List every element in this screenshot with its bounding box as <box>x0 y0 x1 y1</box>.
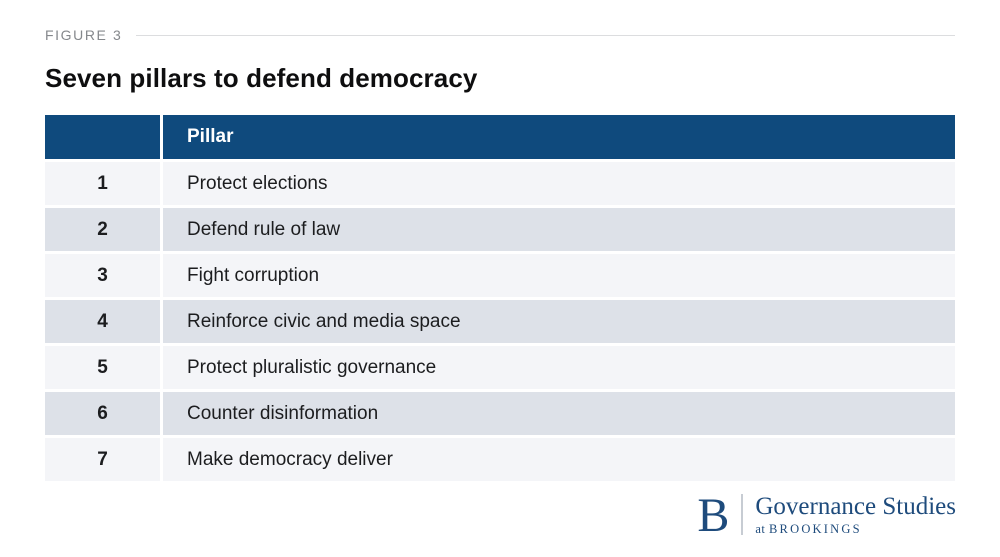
row-pillar: Fight corruption <box>163 254 955 297</box>
row-pillar: Protect pluralistic governance <box>163 346 955 389</box>
table-row: 2 Defend rule of law <box>45 208 955 251</box>
table-header-row: Pillar <box>45 115 955 159</box>
table-row: 4 Reinforce civic and media space <box>45 300 955 343</box>
row-pillar: Reinforce civic and media space <box>163 300 955 343</box>
logo-divider <box>741 494 744 535</box>
row-number: 2 <box>45 208 160 251</box>
row-number: 1 <box>45 162 160 205</box>
table-row: 5 Protect pluralistic governance <box>45 346 955 389</box>
logo-org-subtitle: at BROOKINGS <box>755 522 956 537</box>
figure-header: FIGURE 3 <box>45 27 955 43</box>
table-header-pillar-cell: Pillar <box>163 115 955 159</box>
table-header-number-cell <box>45 115 160 159</box>
row-number: 4 <box>45 300 160 343</box>
row-number: 3 <box>45 254 160 297</box>
row-number: 6 <box>45 392 160 435</box>
page-title: Seven pillars to defend democracy <box>45 63 478 93</box>
row-number: 7 <box>45 438 160 481</box>
row-pillar: Protect elections <box>163 162 955 205</box>
figure-rule-line <box>136 34 955 36</box>
table-row: 7 Make democracy deliver <box>45 438 955 481</box>
table-row: 6 Counter disinformation <box>45 392 955 435</box>
pillars-table: Pillar 1 Protect elections 2 Defend rule… <box>45 115 955 481</box>
logo-sub-prefix: at <box>755 522 766 536</box>
row-pillar: Counter disinformation <box>163 392 955 435</box>
logo-text-block: Governance Studies at BROOKINGS <box>755 493 956 537</box>
brookings-b-logo: B <box>697 489 730 542</box>
logo-sub-name: BROOKINGS <box>769 522 862 536</box>
brookings-logo: B Governance Studies at BROOKINGS <box>697 489 956 542</box>
row-pillar: Defend rule of law <box>163 208 955 251</box>
figure-label: FIGURE 3 <box>45 27 123 43</box>
row-pillar: Make democracy deliver <box>163 438 955 481</box>
row-number: 5 <box>45 346 160 389</box>
table-row: 3 Fight corruption <box>45 254 955 297</box>
logo-org-name: Governance Studies <box>755 493 956 520</box>
table-row: 1 Protect elections <box>45 162 955 205</box>
